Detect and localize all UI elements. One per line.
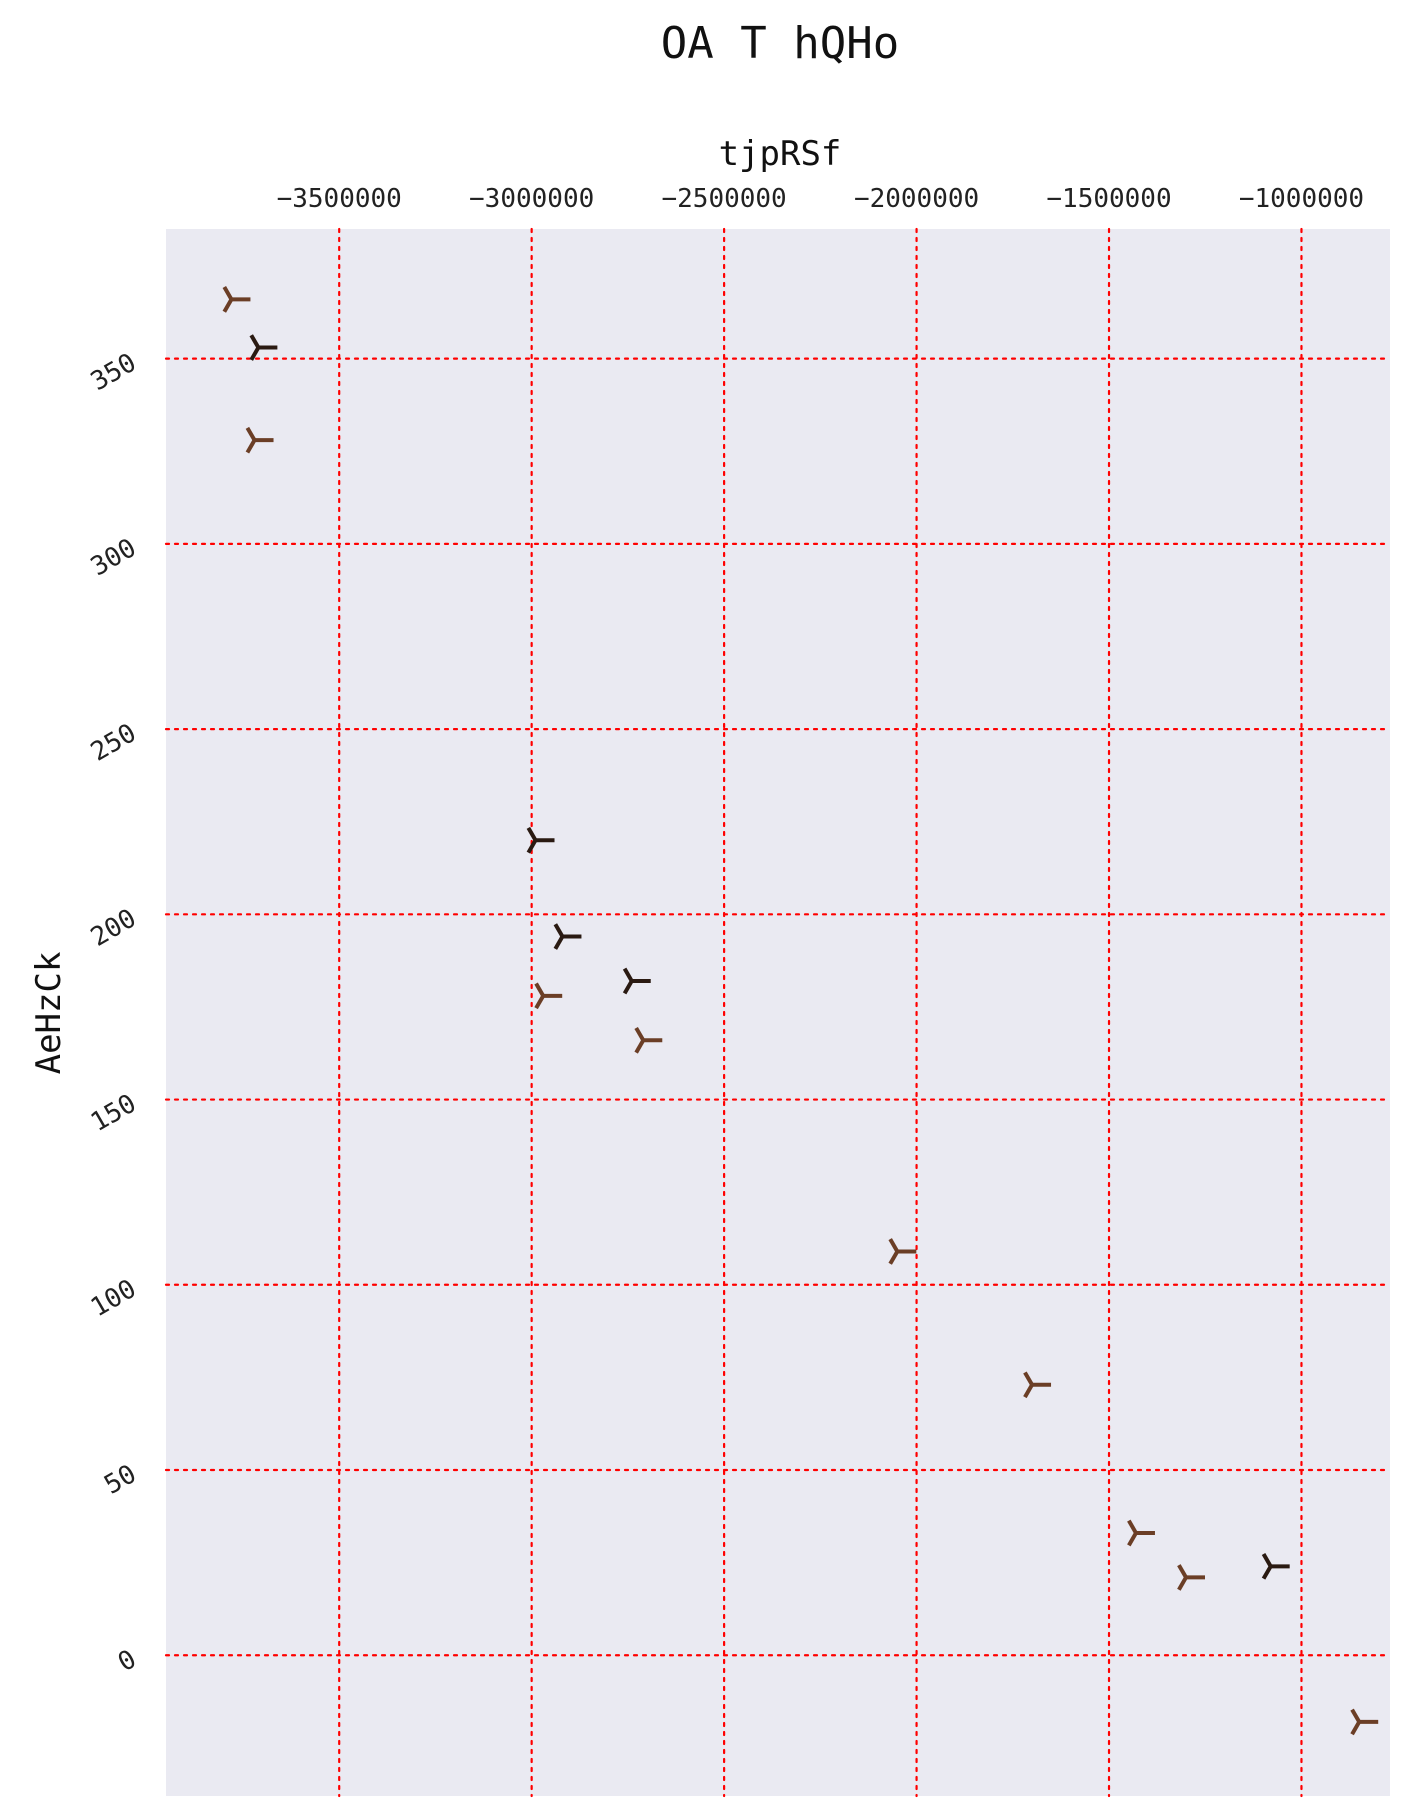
scatter-point <box>245 426 274 454</box>
scatter-point <box>553 923 582 950</box>
grid-lines <box>164 227 1392 1798</box>
x-tick-label: −1500000 <box>1046 184 1171 214</box>
x-tick-label: −3500000 <box>277 184 402 214</box>
x-tick-label: −1000000 <box>1239 184 1364 214</box>
x-tick-label: −2000000 <box>854 184 979 214</box>
y-tick-label: 300 <box>86 533 142 582</box>
x-tick-label: −2500000 <box>661 184 786 214</box>
scatter-point <box>249 334 278 361</box>
scatter-point <box>1127 1519 1155 1547</box>
y-tick-label: 250 <box>86 718 142 767</box>
chart-title: OA T hQHo <box>661 18 899 69</box>
scatter-point <box>1261 1552 1290 1580</box>
y-tick-label: 200 <box>86 903 142 952</box>
y-tick-label: 150 <box>86 1089 142 1138</box>
y-tick-label: 0 <box>113 1644 142 1678</box>
scatter-point <box>622 967 651 995</box>
scatter-point <box>222 286 251 313</box>
x-axis-label: tjpRSf <box>719 134 842 174</box>
scatter-point <box>1023 1371 1052 1399</box>
scatter-point <box>526 826 555 854</box>
scatter-point <box>1350 1708 1379 1736</box>
y-axis-label: AeHzCk <box>29 952 69 1075</box>
x-tick-label: −3000000 <box>469 184 594 214</box>
y-tick-label: 350 <box>86 348 142 397</box>
plot-area <box>166 229 1390 1796</box>
y-tick-label: 100 <box>86 1274 142 1323</box>
x-tick-labels: −3500000 −3000000 −2500000 −2000000 −1500000… <box>277 184 1364 214</box>
scatter-point <box>534 982 563 1010</box>
scatter-point <box>888 1238 917 1265</box>
y-tick-label: 50 <box>99 1459 141 1501</box>
data-markers <box>222 286 1379 1736</box>
scatter-point <box>634 1026 663 1054</box>
y-tick-labels: 0 50 100 150 200 250 300 350 <box>86 348 142 1678</box>
scatter-point <box>1177 1564 1205 1591</box>
